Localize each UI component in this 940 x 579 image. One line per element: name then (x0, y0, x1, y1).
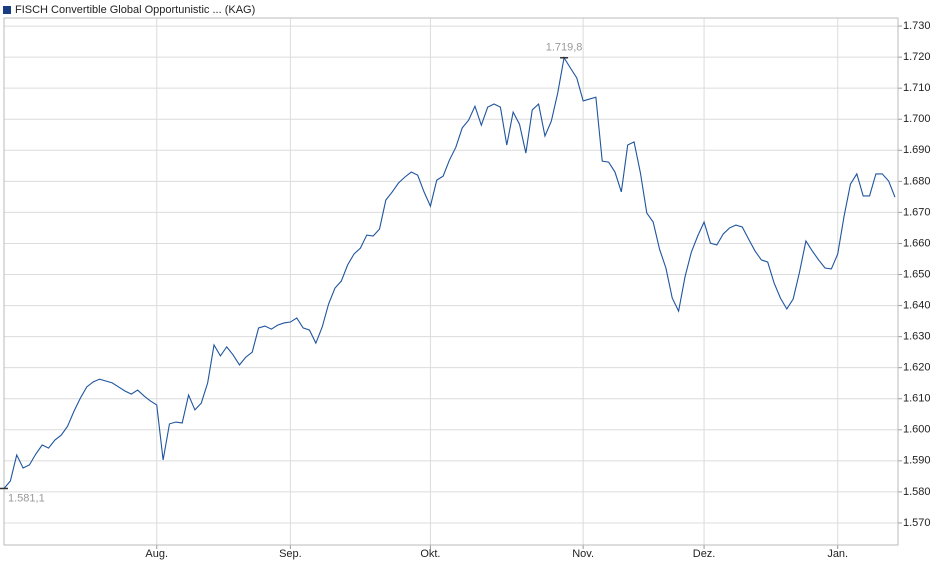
x-tick-label: Sep. (279, 548, 302, 560)
value-label: 1.719,8 (546, 42, 583, 54)
x-tick-label: Jan. (827, 548, 848, 560)
value-label: 1.581,1 (8, 492, 45, 504)
y-tick-label: 1.600 (903, 424, 931, 436)
x-tick-label: Nov. (572, 548, 594, 560)
y-tick-label: 1.700 (903, 113, 931, 125)
y-tick-label: 1.660 (903, 237, 931, 249)
legend-swatch (3, 6, 11, 14)
y-tick-label: 1.610 (903, 393, 931, 405)
y-tick-label: 1.670 (903, 206, 931, 218)
y-tick-label: 1.710 (903, 82, 931, 94)
y-tick-label: 1.680 (903, 175, 931, 187)
legend-label: FISCH Convertible Global Opportunistic .… (15, 4, 255, 16)
plot-frame (3, 17, 899, 546)
x-tick-label: Aug. (145, 548, 168, 560)
y-tick-label: 1.720 (903, 51, 931, 63)
y-tick-label: 1.630 (903, 331, 931, 343)
x-tick-label: Okt. (420, 548, 440, 560)
y-tick-label: 1.590 (903, 455, 931, 467)
y-tick-label: 1.570 (903, 517, 931, 529)
y-tick-label: 1.730 (903, 20, 931, 32)
y-tick-label: 1.690 (903, 144, 931, 156)
x-tick-label: Dez. (693, 548, 716, 560)
y-tick-label: 1.580 (903, 486, 931, 498)
y-tick-label: 1.650 (903, 268, 931, 280)
y-tick-label: 1.640 (903, 299, 931, 311)
y-tick-label: 1.620 (903, 362, 931, 374)
series-line (3, 56, 896, 489)
